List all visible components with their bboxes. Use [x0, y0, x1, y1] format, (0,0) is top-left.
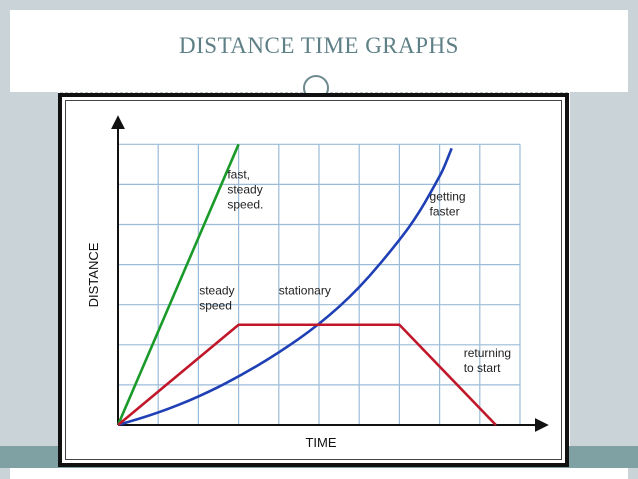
series-line-journey: [117, 323, 497, 426]
chart-labels: TIME DISTANCE: [86, 242, 337, 450]
annotation-label: getting faster: [430, 189, 466, 218]
annotation-line: stationary: [279, 284, 331, 298]
annotation-label: returning to start: [464, 346, 511, 375]
annotation-line: fast,: [227, 167, 250, 181]
annotation-line: speed: [199, 299, 232, 313]
y-axis-label: DISTANCE: [86, 242, 101, 307]
annotation-line: steady: [199, 284, 234, 298]
left-accent-band: [10, 92, 58, 468]
annotation-line: speed.: [227, 197, 263, 211]
annotation-line: steady: [227, 182, 262, 196]
annotation-line: faster: [430, 204, 460, 218]
annotation-line: getting: [430, 189, 466, 203]
right-accent-band: [570, 92, 628, 468]
x-axis-label: TIME: [305, 435, 336, 450]
annotation-label: steady speed: [199, 284, 234, 313]
annotation-label: fast, steady speed.: [227, 167, 263, 211]
annotation-line: to start: [464, 361, 501, 375]
series-line-accelerating: [117, 147, 453, 427]
chart-picture-frame: [58, 93, 569, 467]
chart-picture-inner-border: [65, 100, 562, 460]
series-line-fast: [116, 143, 240, 426]
chart-grid: [118, 143, 521, 425]
annotation-label: stationary: [279, 284, 331, 298]
annotation-line: returning: [464, 346, 511, 360]
chart-series: [116, 143, 497, 427]
slide-title: DISTANCE TIME GRAPHS: [179, 33, 459, 58]
chart-axes: [111, 115, 549, 432]
